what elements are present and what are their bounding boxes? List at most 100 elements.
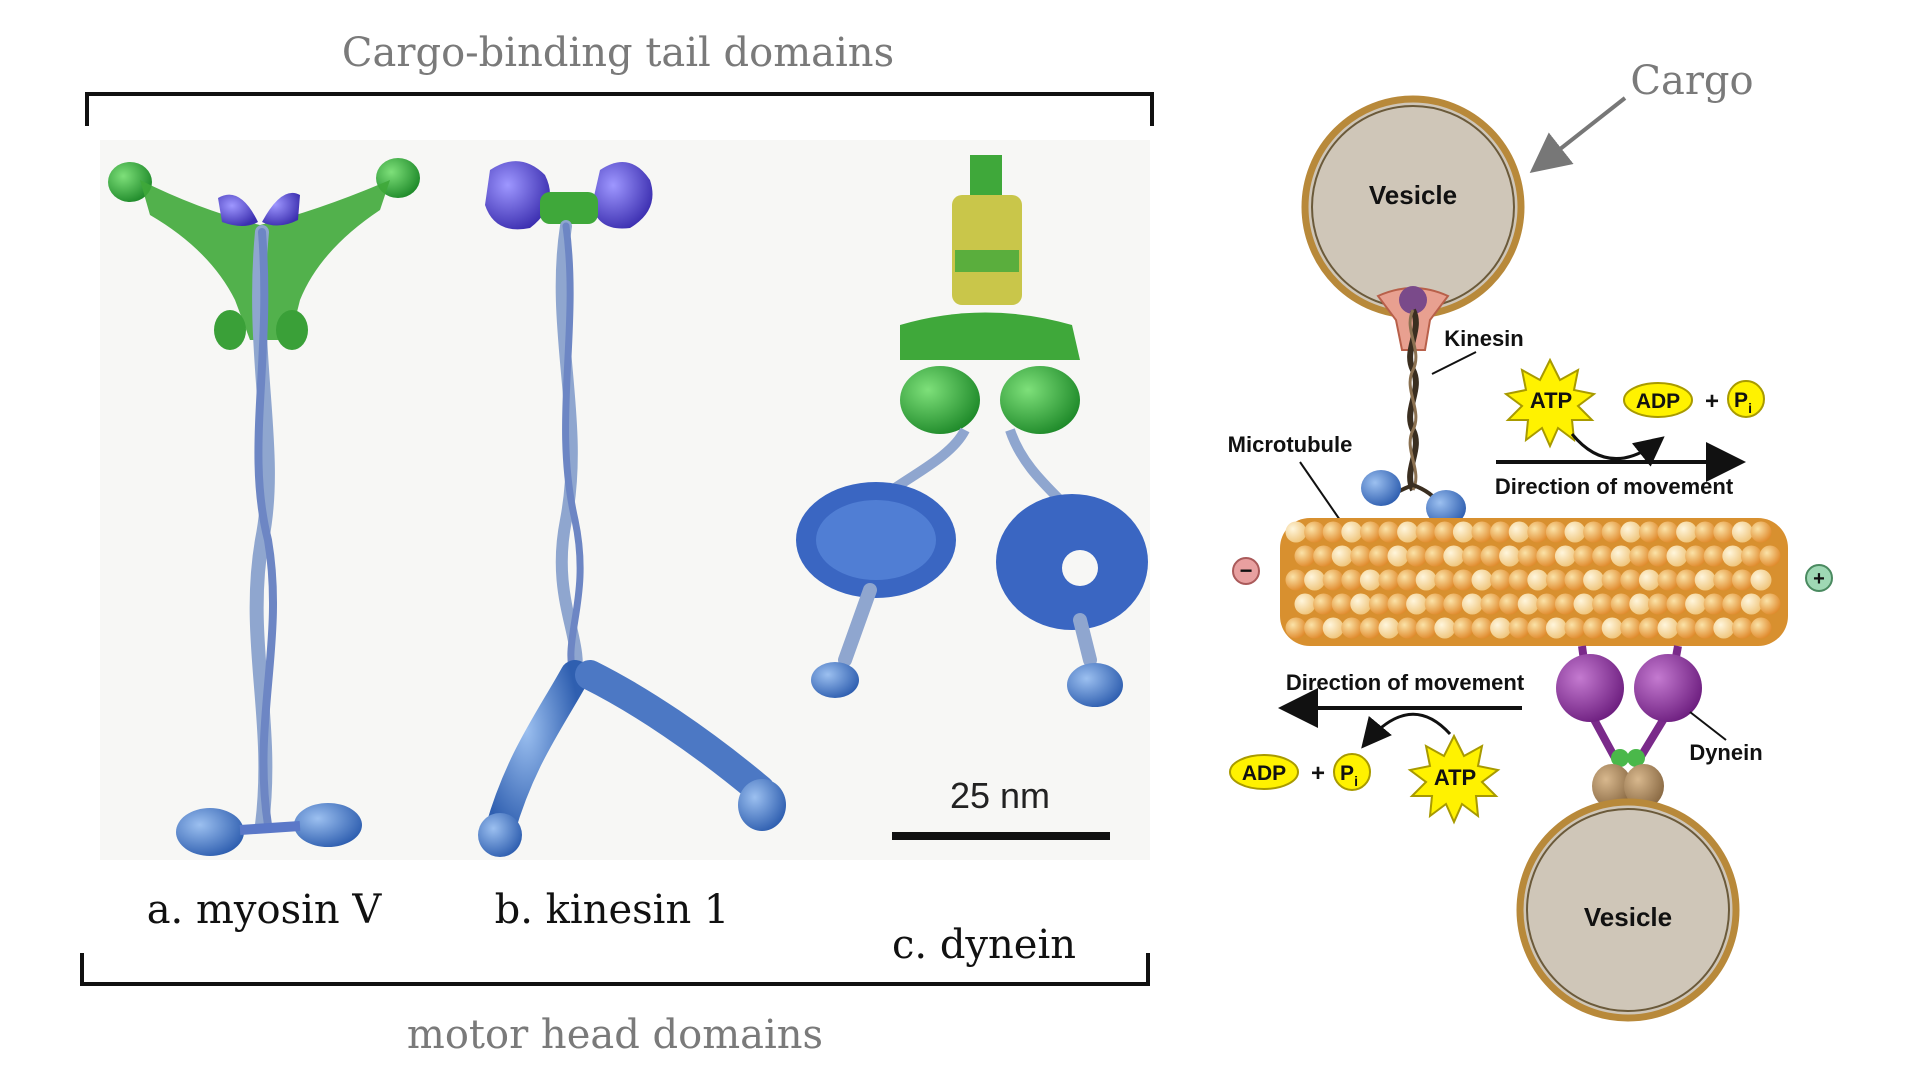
tubulin-subunit [1657, 617, 1679, 639]
tubulin-subunit [1638, 521, 1660, 543]
tubulin-subunit [1471, 521, 1493, 543]
adp-bottom-label: ADP [1242, 762, 1286, 785]
tubulin-subunit [1629, 593, 1651, 615]
tubulin-subunit [1368, 545, 1390, 567]
tubulin-subunit [1322, 617, 1344, 639]
hydrolysis-arrow-bottom [1361, 712, 1452, 749]
tubulin-subunit [1676, 569, 1698, 591]
tubulin-subunit [1341, 521, 1363, 543]
tubulin-subunit [1629, 545, 1651, 567]
dynein-head-left [1556, 654, 1624, 722]
tubulin-subunit [1657, 521, 1679, 543]
tubulin-subunit [1564, 569, 1586, 591]
tubulin-subunit [1434, 521, 1456, 543]
pi-top-sub: i [1748, 400, 1752, 416]
tubulin-subunit [1750, 521, 1772, 543]
tubulin-subunit [1304, 521, 1326, 543]
tubulin-subunit [1750, 617, 1772, 639]
tubulin-subunit [1676, 521, 1698, 543]
atp-starburst-bottom [1407, 733, 1501, 825]
tubulin-subunit [1731, 569, 1753, 591]
tubulin-subunit [1490, 521, 1512, 543]
tubulin-subunit [1545, 569, 1567, 591]
tubulin-subunit [1694, 617, 1716, 639]
dynein-structure [796, 155, 1148, 707]
tubulin-subunit [1294, 545, 1316, 567]
dynein-label: Dynein [1689, 740, 1762, 765]
tubulin-subunit [1350, 545, 1372, 567]
tubulin-subunit [1471, 617, 1493, 639]
tubulin-subunit [1583, 617, 1605, 639]
adp-top-badge [1623, 382, 1693, 418]
tubulin-subunit [1759, 545, 1781, 567]
tubulin-subunit [1331, 545, 1353, 567]
vesicle-bottom [1516, 798, 1740, 1022]
tubulin-subunit [1731, 521, 1753, 543]
tubulin-subunit [1350, 593, 1372, 615]
pi-bottom-badge [1333, 753, 1371, 791]
vesicle-top-label: Vesicle [1369, 180, 1457, 210]
tubulin-subunit [1461, 593, 1483, 615]
tubulin-subunit [1573, 593, 1595, 615]
tubulin-subunit [1378, 617, 1400, 639]
tubulin-subunit [1461, 545, 1483, 567]
tubulin-subunit [1620, 617, 1642, 639]
myosin-v-structure [108, 158, 420, 856]
plus-sign-top: + [1705, 388, 1719, 415]
adp-bottom-badge [1229, 754, 1299, 790]
tubulin-subunit [1545, 617, 1567, 639]
tubulin-subunit [1443, 545, 1465, 567]
tubulin-subunit [1713, 569, 1735, 591]
tubulin-subunit [1601, 521, 1623, 543]
tubulin-subunit [1554, 545, 1576, 567]
tubulin-subunit [1713, 521, 1735, 543]
scale-bar-label: 25 nm [950, 775, 1050, 816]
tubulin-subunit [1610, 593, 1632, 615]
tubulin-subunit [1722, 545, 1744, 567]
tubulin-subunit [1304, 569, 1326, 591]
tubulin-subunit [1536, 545, 1558, 567]
tubulin-subunit [1434, 569, 1456, 591]
tubulin-subunit [1694, 521, 1716, 543]
tubulin-subunit [1759, 593, 1781, 615]
top-bracket [85, 92, 1154, 126]
tubulin-subunit [1387, 593, 1409, 615]
microtubule-leader [1299, 461, 1341, 521]
atp-starburst-top [1503, 357, 1597, 449]
tubulin-subunit [1359, 521, 1381, 543]
tubulin-subunit [1536, 593, 1558, 615]
tubulin-subunit [1331, 593, 1353, 615]
top-bracket-label: Cargo-binding tail domains [342, 30, 894, 76]
tubulin-subunit [1564, 617, 1586, 639]
tubulin-subunit [1508, 521, 1530, 543]
tubulin-subunit [1508, 617, 1530, 639]
tubulin-subunit [1424, 545, 1446, 567]
tubulin-subunit [1452, 617, 1474, 639]
bottom-bracket [80, 953, 1150, 986]
caption-dynein: c. dynein [892, 922, 1076, 968]
tubulin-subunit [1415, 569, 1437, 591]
caption-kinesin-1: b. kinesin 1 [495, 887, 730, 933]
tubulin-subunit [1676, 617, 1698, 639]
pi-bottom-main: P [1340, 762, 1354, 785]
tubulin-subunit [1685, 545, 1707, 567]
tubulin-subunit [1583, 569, 1605, 591]
tubulin-subunit [1722, 593, 1744, 615]
direction-bottom-label: Direction of movement [1286, 670, 1525, 695]
tubulin-subunit [1397, 617, 1419, 639]
tubulin-subunit [1499, 545, 1521, 567]
tubulin-subunit [1592, 593, 1614, 615]
tubulin-subunit [1490, 569, 1512, 591]
tubulin-subunit [1620, 569, 1642, 591]
tubulin-subunit [1480, 593, 1502, 615]
tubulin-subunit [1740, 545, 1762, 567]
tubulin-subunit [1285, 521, 1307, 543]
dynein-leader [1689, 711, 1727, 741]
tubulin-subunit [1406, 545, 1428, 567]
tubulin-subunit [1341, 617, 1363, 639]
tubulin-subunit [1638, 617, 1660, 639]
tubulin-subunit [1313, 545, 1335, 567]
tubulin-subunit [1638, 569, 1660, 591]
tubulin-subunit [1508, 569, 1530, 591]
tubulin-subunit [1527, 569, 1549, 591]
